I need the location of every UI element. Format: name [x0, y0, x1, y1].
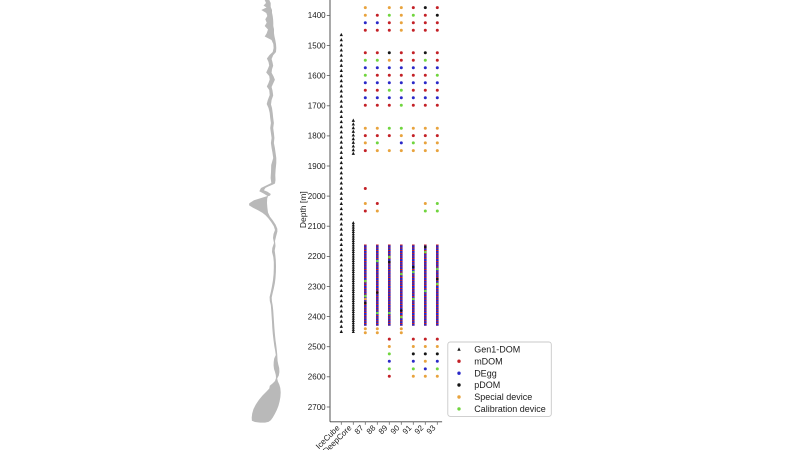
- svg-text:1700: 1700: [308, 102, 326, 111]
- svg-text:pDOM: pDOM: [474, 380, 500, 390]
- svg-text:Calibration device: Calibration device: [474, 404, 546, 414]
- svg-text:2000: 2000: [308, 192, 326, 201]
- svg-text:2200: 2200: [308, 252, 326, 261]
- svg-text:Special device: Special device: [474, 392, 532, 402]
- svg-text:DEgg: DEgg: [474, 368, 497, 378]
- svg-text:1800: 1800: [308, 132, 326, 141]
- svg-text:1600: 1600: [308, 71, 326, 80]
- svg-text:2300: 2300: [308, 282, 326, 291]
- svg-text:Gen1-DOM: Gen1-DOM: [474, 345, 520, 355]
- svg-text:2700: 2700: [308, 403, 326, 412]
- svg-text:2600: 2600: [308, 373, 326, 382]
- svg-text:2500: 2500: [308, 343, 326, 352]
- svg-text:1400: 1400: [308, 11, 326, 20]
- svg-text:mDOM: mDOM: [474, 356, 503, 366]
- svg-text:2100: 2100: [308, 222, 326, 231]
- svg-text:2400: 2400: [308, 312, 326, 321]
- svg-text:1500: 1500: [308, 41, 326, 50]
- svg-text:1900: 1900: [308, 162, 326, 171]
- svg-text:Depth [m]: Depth [m]: [298, 191, 308, 228]
